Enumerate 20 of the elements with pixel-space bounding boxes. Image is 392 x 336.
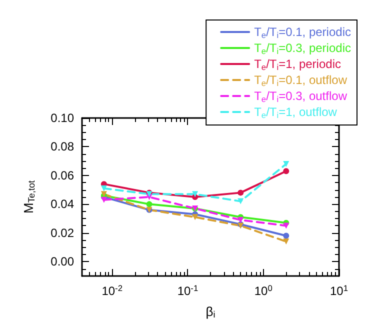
y-tick-label: 0.10 [50,111,74,125]
point [283,238,290,245]
point [283,160,290,167]
point [238,190,244,196]
point [100,196,107,203]
point [238,198,244,204]
point [238,216,244,223]
y-tick-label: 0.06 [50,168,74,182]
point [146,201,152,208]
point [100,185,107,192]
y-tick-label: 0.02 [50,226,74,240]
y-tick-label: 0.00 [50,254,74,269]
y-axis-title: MTe,tot [21,180,36,214]
point [283,168,290,174]
y-tick-label: 0.04 [50,197,74,212]
point [192,214,198,220]
point [192,191,198,198]
point [283,232,290,239]
point [283,222,290,229]
y-tick-label: 0.08 [50,140,74,154]
